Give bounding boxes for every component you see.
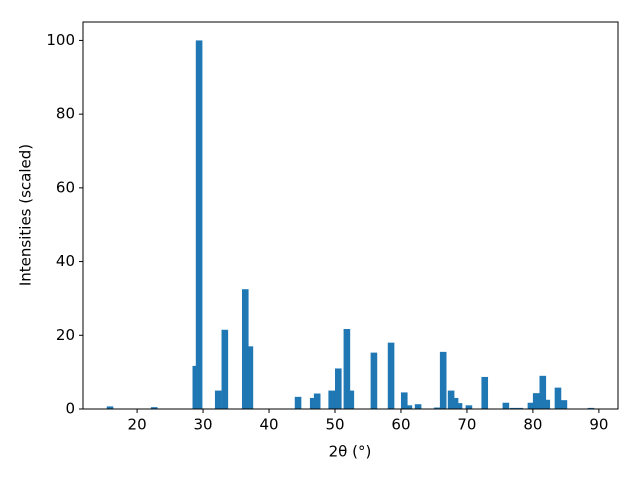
bar (414, 404, 422, 409)
bar (465, 405, 473, 409)
bar (554, 387, 562, 409)
bar (560, 400, 568, 409)
bar (150, 407, 158, 409)
bar (532, 393, 540, 409)
bar (370, 352, 378, 409)
y-tick-label: 80 (56, 105, 75, 123)
bar (221, 329, 229, 409)
bar (313, 393, 321, 409)
bar (543, 399, 551, 409)
bar (343, 329, 351, 409)
y-tick-label: 60 (56, 178, 75, 196)
bar (195, 40, 203, 410)
x-tick-label: 60 (391, 416, 410, 434)
x-tick-label: 90 (589, 416, 608, 434)
bar (451, 397, 459, 409)
x-tick-label: 80 (523, 416, 542, 434)
bar (309, 397, 317, 409)
bar (539, 375, 547, 409)
bar (447, 390, 455, 409)
x-axis-label: 2θ (°) (329, 443, 372, 461)
bar (246, 346, 254, 409)
bar (502, 402, 510, 409)
bar (527, 402, 535, 409)
y-tick-label: 100 (46, 31, 75, 49)
bar (334, 368, 342, 409)
bar (455, 403, 463, 409)
bar (509, 407, 517, 409)
x-tick-label: 70 (457, 416, 476, 434)
bar (328, 390, 335, 409)
bar (400, 392, 408, 409)
bar (387, 342, 395, 409)
x-tick-label: 20 (128, 416, 147, 434)
bar (294, 396, 302, 409)
x-tick-label: 40 (259, 416, 278, 434)
bar (241, 289, 249, 409)
bar (347, 390, 355, 409)
bar (587, 407, 595, 409)
bar (106, 406, 114, 409)
bar (516, 407, 524, 409)
x-tick-label: 30 (194, 416, 213, 434)
plot-frame (82, 21, 619, 410)
bar (214, 390, 222, 409)
bar (439, 351, 447, 409)
y-tick-label: 40 (56, 252, 75, 270)
x-tick-label: 50 (325, 416, 344, 434)
bar (405, 405, 413, 409)
y-tick-label: 0 (65, 400, 75, 418)
y-tick-label: 20 (56, 326, 75, 344)
bar (433, 407, 441, 409)
y-axis-label: Intensities (scaled) (17, 144, 35, 286)
bar (481, 376, 489, 409)
